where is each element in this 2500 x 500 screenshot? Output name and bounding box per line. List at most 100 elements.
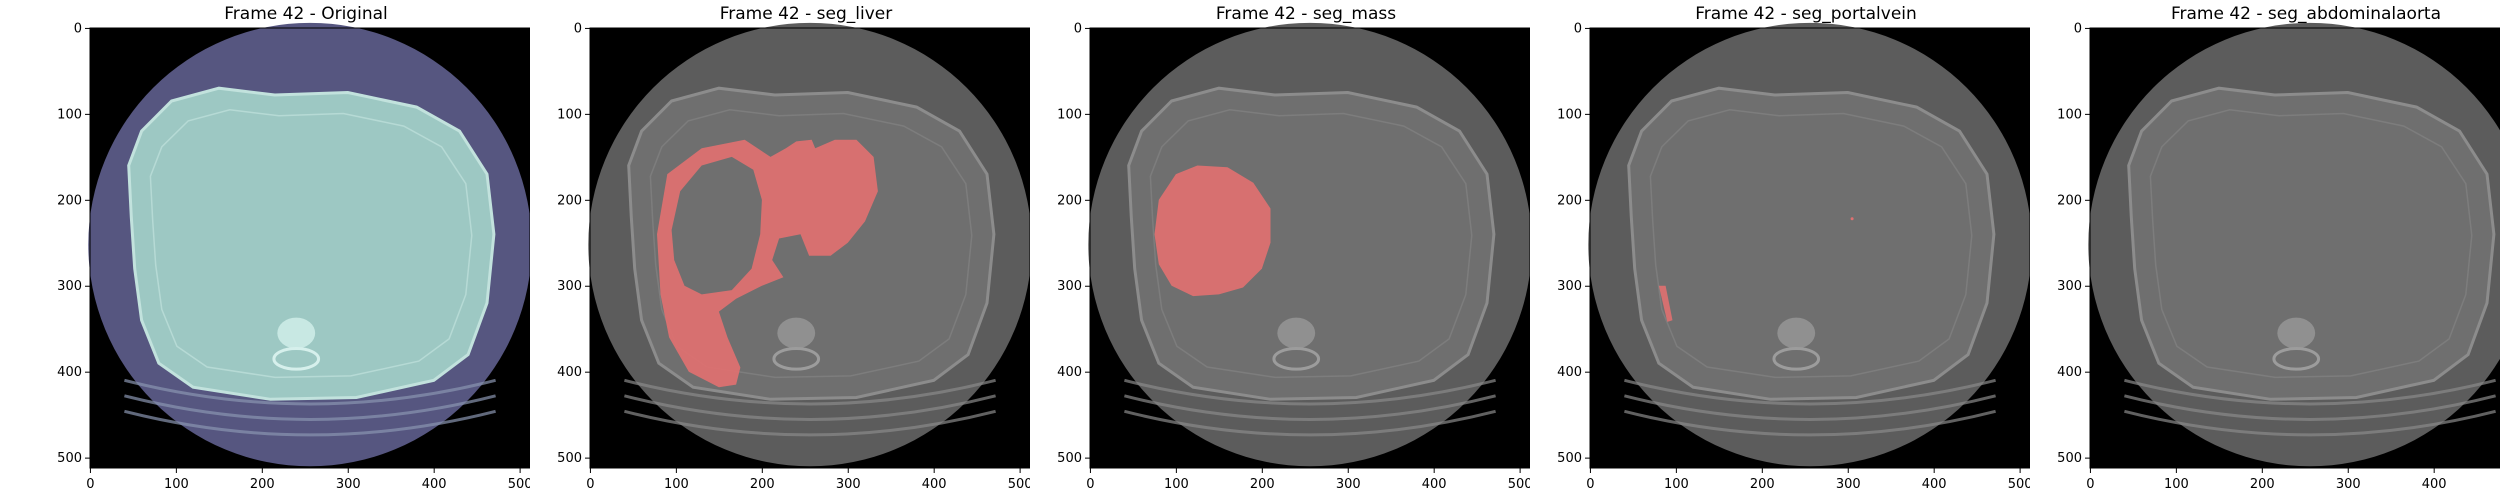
- x-tick-label: 400: [1422, 477, 1447, 492]
- y-tick-label: 200: [1057, 193, 1082, 208]
- x-tick-label: 400: [2422, 477, 2447, 492]
- mass-mask: [1154, 165, 1271, 297]
- y-tick-label: 300: [2057, 279, 2082, 294]
- x-tick-label: 300: [1336, 477, 1361, 492]
- y-tick-label: 0: [74, 21, 82, 36]
- y-tick-label: 300: [57, 279, 82, 294]
- ct-table-arc: [1624, 409, 1996, 437]
- ct-spine: [1277, 317, 1316, 349]
- y-tick-label: 400: [557, 365, 582, 380]
- panel-title: Frame 42 - seg_portalvein: [1695, 4, 1917, 24]
- ct-table-arc: [1624, 378, 1996, 406]
- axes-frame: [89, 27, 530, 469]
- y-tick-label: 100: [2057, 107, 2082, 122]
- ct-vertebra: [272, 347, 321, 371]
- ct-table-arc: [124, 394, 496, 421]
- portalvein-mask: [1658, 285, 1673, 322]
- axes-frame: [1589, 27, 2030, 469]
- ct-table-arc: [2124, 409, 2496, 437]
- ct-body-inner-contour: [1149, 109, 1473, 379]
- y-tick-label: 200: [1557, 193, 1582, 208]
- ct-body-inner-contour: [2149, 109, 2473, 379]
- portalvein-mask: [1850, 217, 1854, 221]
- y-tick-label: 0: [1074, 21, 1082, 36]
- ct-body: [2127, 86, 2496, 401]
- x-tick-label: 0: [1586, 477, 1594, 492]
- y-tick-label: 0: [1574, 21, 1582, 36]
- x-tick-label: 300: [836, 477, 861, 492]
- x-tick-label: 200: [2250, 477, 2275, 492]
- ct-table-arc: [124, 409, 496, 437]
- x-tick-label: 100: [664, 477, 689, 492]
- ct-vertebra: [2272, 347, 2321, 371]
- ct-table-arc: [1124, 378, 1496, 406]
- x-tick-label: 0: [586, 477, 594, 492]
- y-tick-label: 200: [557, 193, 582, 208]
- panel-title: Frame 42 - seg_abdominalaorta: [2170, 4, 2442, 24]
- ct-spine: [277, 317, 316, 349]
- y-tick-label: 500: [1557, 451, 1582, 466]
- y-tick-label: 100: [57, 107, 82, 122]
- x-tick-label: 500: [1008, 477, 1030, 492]
- x-tick-label: 400: [1922, 477, 1947, 492]
- liver-mask: [657, 139, 878, 388]
- x-tick-label: 300: [1836, 477, 1861, 492]
- panel-seg-liver: 0 100 200 300 400 500 0 100 200 300 400 500 Frame 4…: [550, 0, 1030, 500]
- panel-title: Frame 42 - seg_mass: [1215, 4, 1397, 24]
- y-tick-label: 400: [57, 365, 82, 380]
- x-tick-label: 300: [2336, 477, 2361, 492]
- panel-title: Frame 42 - seg_liver: [719, 4, 893, 24]
- ct-table-arc: [2124, 394, 2496, 421]
- panel-title: Frame 42 - Original: [224, 4, 388, 24]
- x-tick-label: 200: [1250, 477, 1275, 492]
- x-tick-label: 100: [1164, 477, 1189, 492]
- ct-vertebra: [772, 347, 821, 371]
- ct-vertebra: [1272, 347, 1321, 371]
- panel-seg-portalvein: 0 100 200 300 400 500 0 100 200 300 400 500 Frame 4…: [1550, 0, 2030, 500]
- x-tick-label: 300: [336, 477, 361, 492]
- ct-table-arc: [624, 394, 996, 421]
- x-tick-label: 500: [1508, 477, 1530, 492]
- x-tick-label: 0: [1086, 477, 1094, 492]
- x-tick-label: 200: [250, 477, 275, 492]
- axes: 0 100 200 300 400 500 0 100 200 300 400 500: [57, 21, 530, 492]
- ct-table-arc: [1124, 409, 1496, 437]
- y-tick-label: 500: [557, 451, 582, 466]
- x-tick-label: 100: [2164, 477, 2189, 492]
- ct-spine: [1777, 317, 1816, 349]
- y-tick-label: 400: [1057, 365, 1082, 380]
- y-tick-label: 0: [574, 21, 582, 36]
- x-tick-label: 500: [508, 477, 530, 492]
- y-tick-label: 300: [1057, 279, 1082, 294]
- ct-vertebra: [1772, 347, 1821, 371]
- y-tick-label: 200: [57, 193, 82, 208]
- ct-table-arc: [1124, 394, 1496, 421]
- y-tick-label: 300: [1557, 279, 1582, 294]
- y-tick-label: 400: [1557, 365, 1582, 380]
- x-tick-label: 400: [922, 477, 947, 492]
- y-tick-label: 0: [2074, 21, 2082, 36]
- x-tick-label: 200: [750, 477, 775, 492]
- panel-seg-mass: 0 100 200 300 400 500 0 100 200 300 400 500 Frame 4…: [1050, 0, 1530, 500]
- ct-spine: [777, 317, 816, 349]
- axes-frame: [1089, 27, 1530, 469]
- x-tick-label: 400: [422, 477, 447, 492]
- ct-table-arc: [1624, 394, 1996, 421]
- x-tick-label: 100: [164, 477, 189, 492]
- ct-body: [1627, 86, 1996, 401]
- ct-table-arc: [624, 378, 996, 406]
- y-tick-label: 500: [57, 451, 82, 466]
- ct-body-inner-contour: [149, 109, 473, 379]
- axes-frame: [2089, 27, 2500, 469]
- ct-table-arc: [624, 409, 996, 437]
- y-tick-label: 200: [2057, 193, 2082, 208]
- ct-body-inner-contour: [1649, 109, 1973, 379]
- y-tick-label: 100: [1057, 107, 1082, 122]
- x-tick-label: 0: [86, 477, 94, 492]
- y-tick-label: 100: [557, 107, 582, 122]
- x-tick-label: 500: [2008, 477, 2030, 492]
